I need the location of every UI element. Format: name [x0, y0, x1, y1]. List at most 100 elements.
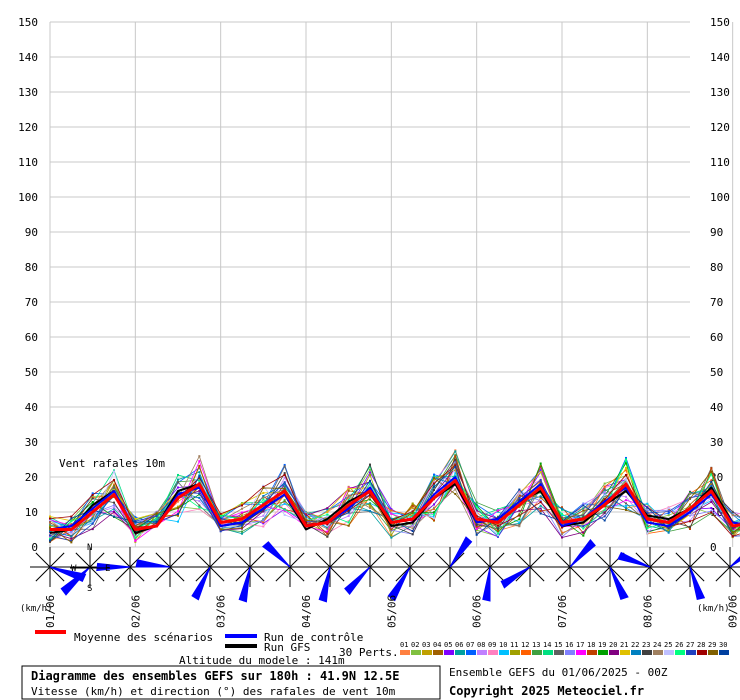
perturbation-point [475, 527, 478, 530]
pert-legend-label: 28 [697, 641, 705, 649]
y-tick-label-right: 60 [710, 331, 723, 344]
perturbation-point [475, 504, 478, 507]
wind-direction-icon [387, 547, 430, 602]
perturbation-point [603, 491, 606, 494]
perturbation-point [369, 463, 371, 466]
perturbation-point [497, 508, 499, 511]
perturbation-line-16 [49, 460, 740, 541]
wind-wedge [96, 562, 131, 572]
perturbation-point [475, 508, 478, 511]
perturbation-point [603, 519, 606, 522]
perturbation-point [411, 527, 414, 530]
perturbation-point [177, 514, 179, 517]
y-tick-label-left: 60 [25, 331, 38, 344]
perturbation-point [731, 514, 734, 517]
perturbation-point [198, 475, 201, 478]
perturbation-point [283, 513, 286, 516]
perturbation-point [113, 478, 115, 481]
pert-legend-label: 23 [642, 641, 650, 649]
pert-legend-label: 26 [675, 641, 683, 649]
perturbation-point [497, 535, 499, 538]
perturbation-point [283, 476, 286, 479]
perturbation-point [454, 468, 457, 471]
perturbation-point [731, 510, 734, 513]
perturbation-point [113, 486, 115, 489]
pert-legend-swatch [653, 650, 663, 655]
grid [49, 21, 734, 548]
perturbation-point [305, 520, 307, 523]
wind-wedge [609, 566, 629, 601]
wind-direction-icon [310, 547, 350, 603]
perturbation-point [625, 488, 627, 491]
perturbation-line-10 [49, 472, 740, 532]
perturbation-point [497, 525, 499, 528]
perturbation-point [518, 492, 521, 495]
perturbation-point [49, 524, 51, 527]
perturbation-point [283, 481, 286, 484]
perturbation-point [369, 494, 371, 497]
wind-wedge [500, 566, 531, 589]
pert-legend-label: 13 [532, 641, 540, 649]
perturbation-point [369, 505, 371, 508]
y-tick-label-left: 0 [31, 541, 38, 554]
y-tick-label-left: 40 [25, 401, 38, 414]
wind-wedge [689, 566, 706, 600]
y-tick-label-right: 120 [710, 121, 730, 134]
pert-legend-swatch [598, 650, 608, 655]
perturbation-point [262, 494, 265, 497]
perturbation-point [561, 512, 563, 515]
perturbation-point [710, 499, 713, 502]
perturbation-point [731, 527, 734, 530]
perturbation-point [561, 514, 563, 517]
pert-legend-swatch [664, 650, 674, 655]
perturbation-point [390, 536, 393, 539]
perturbation-point [454, 449, 457, 452]
y-tick-label-left: 110 [18, 156, 38, 169]
perturbation-point [518, 518, 521, 521]
perturbation-point [347, 497, 350, 500]
perturbation-point [198, 471, 201, 474]
perturbation-point [91, 501, 94, 504]
perturbation-point [433, 475, 435, 478]
mean-line [50, 479, 740, 531]
perturbation-point [262, 498, 265, 501]
footer-subtitle: Vitesse (km/h) et direction (°) des rafa… [31, 685, 396, 698]
perturbation-point [134, 539, 137, 542]
perturbation-point [625, 478, 627, 481]
wind-direction-icon [344, 547, 390, 595]
pert-legend-swatch [455, 650, 465, 655]
perturbation-line-13 [49, 454, 740, 533]
perturbation-point [667, 523, 670, 526]
perturbation-point [262, 521, 265, 524]
perturbation-point [582, 527, 585, 530]
perturbation-point [689, 503, 691, 506]
y-unit-right: (km/h) [697, 604, 730, 614]
y-tick-label-right: 40 [710, 401, 723, 414]
perturbation-point [689, 513, 691, 516]
perturbation-point [305, 512, 307, 515]
perturbation-point [305, 513, 307, 516]
perturbation-point [433, 479, 435, 482]
perturbation-point [70, 515, 73, 518]
perturbation-point [241, 523, 243, 526]
perturbation-point [603, 511, 606, 514]
pert-legend-swatch [675, 650, 685, 655]
wind-direction-icon [230, 547, 270, 603]
perturbation-point [49, 526, 51, 529]
perturbation-point [134, 533, 137, 536]
perturbation-point [411, 502, 414, 505]
perturbation-point [91, 522, 94, 525]
compass-n: N [87, 543, 92, 553]
perturbation-point [625, 508, 627, 511]
perturbation-point [326, 526, 329, 529]
legend-control-swatch [225, 634, 257, 638]
perturbation-point [198, 464, 201, 467]
perturbation-point [113, 515, 115, 518]
perturbation-point [689, 526, 691, 529]
perturbation-point [326, 523, 329, 526]
x-date-label: 01/06 [44, 595, 57, 628]
perturbation-point [283, 465, 286, 468]
wind-wedge [387, 566, 411, 602]
perturbation-point [134, 519, 137, 522]
